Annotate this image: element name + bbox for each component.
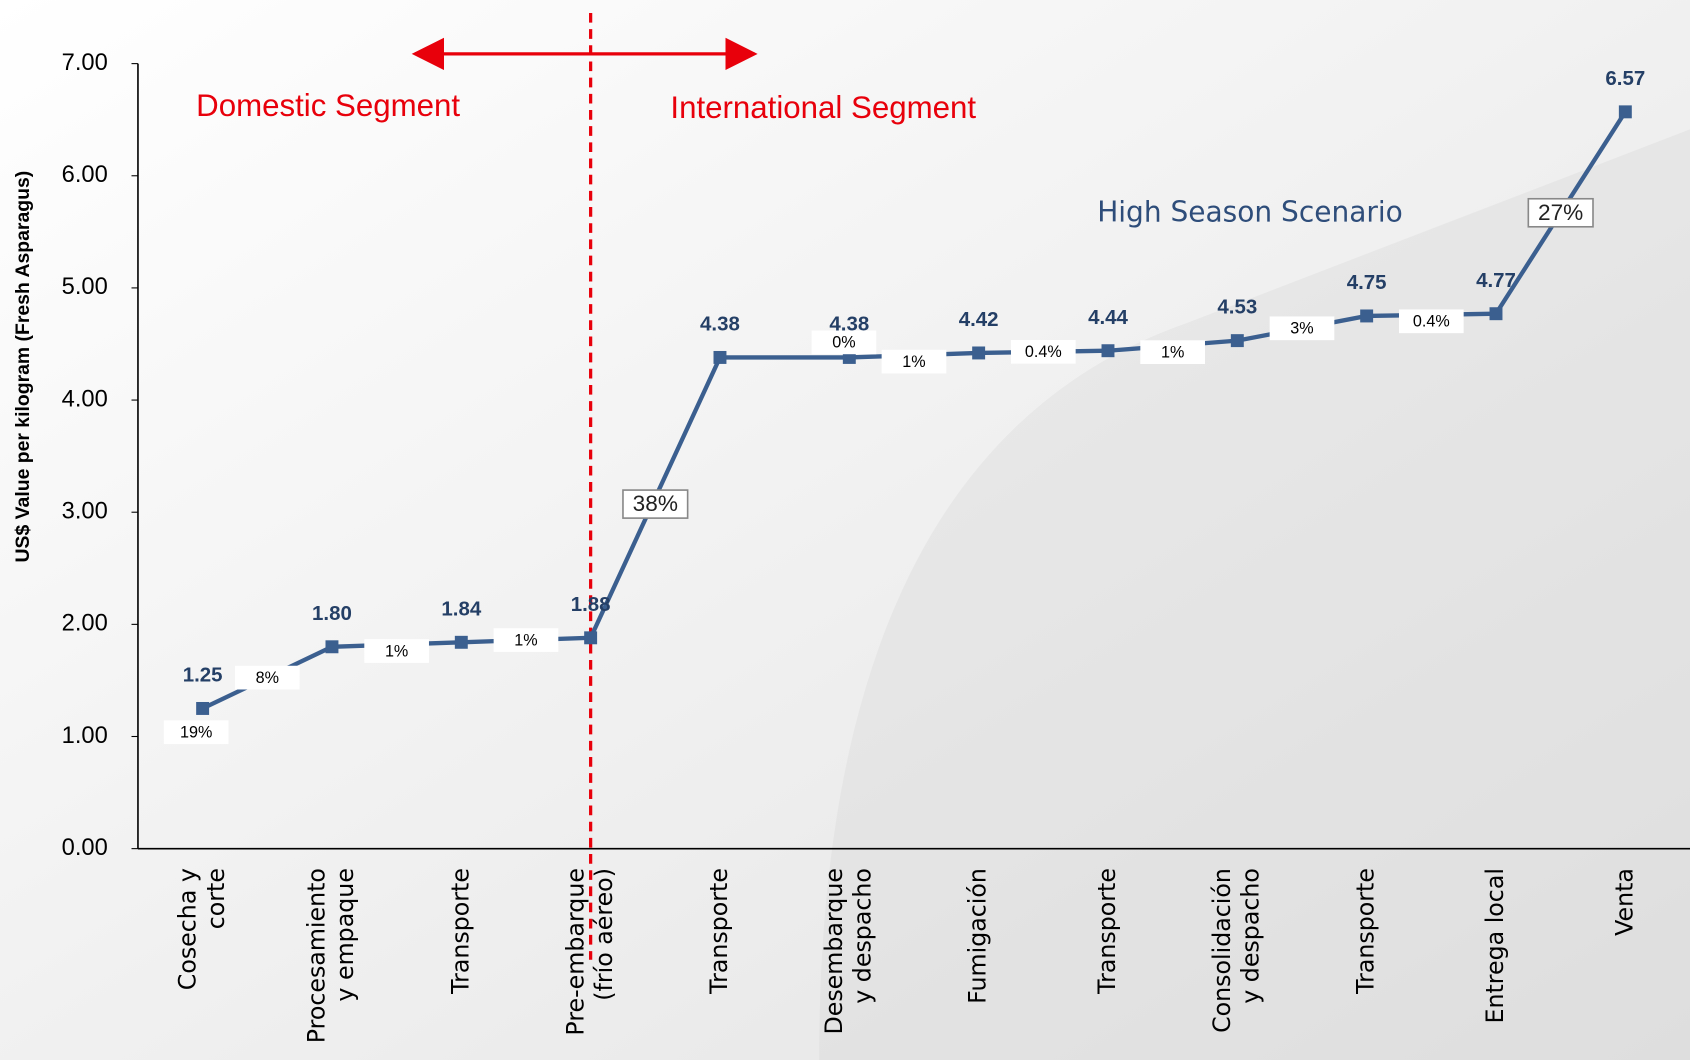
y-tick-label: 6.00 <box>62 162 108 188</box>
value-label: 4.44 <box>1088 306 1128 329</box>
point-marker <box>1360 309 1374 323</box>
x-tick-label: Fumigación <box>963 868 991 1004</box>
share-label: 0% <box>832 334 855 352</box>
x-tick-label: Transporte <box>704 868 732 995</box>
y-tick-label: 2.00 <box>62 611 108 637</box>
share-box <box>622 489 689 519</box>
point-marker <box>1101 344 1115 358</box>
share-box <box>1398 309 1464 334</box>
domestic-label: Domestic Segment <box>196 88 460 123</box>
share-label: 1% <box>902 353 925 371</box>
value-label: 1.25 <box>183 664 223 687</box>
international-label: International Segment <box>670 90 976 125</box>
x-tick-label: Transporte <box>1351 868 1379 995</box>
share-box <box>163 720 229 745</box>
share-box <box>811 330 877 355</box>
x-tick-label: Cosecha ycorte <box>173 868 229 990</box>
y-tick-label: 0.00 <box>62 835 108 861</box>
share-label: 27% <box>1538 200 1583 225</box>
point-marker <box>1230 334 1244 348</box>
value-label: 1.88 <box>571 593 611 616</box>
value-label: 4.77 <box>1476 269 1516 292</box>
share-box <box>493 628 559 652</box>
value-label: 4.53 <box>1217 296 1257 319</box>
share-label: 19% <box>180 724 212 742</box>
value-label: 1.84 <box>441 597 481 620</box>
x-tick-label: Venta <box>1610 868 1638 936</box>
y-tick-label: 1.00 <box>62 723 108 749</box>
point-marker <box>1618 105 1632 119</box>
x-tick-label: Consolidacióny despacho <box>1208 868 1264 1033</box>
share-box <box>1269 316 1335 341</box>
value-label: 1.80 <box>312 602 352 625</box>
point-marker <box>1489 307 1503 321</box>
scenario-label: High Season Scenario <box>1097 196 1403 229</box>
point-marker <box>584 631 598 645</box>
point-marker <box>196 701 210 715</box>
share-label: 3% <box>1290 320 1313 338</box>
x-tick-label: Transporte <box>446 868 474 995</box>
point-marker <box>972 346 986 360</box>
point-marker <box>325 640 339 654</box>
point-marker <box>454 635 468 649</box>
value-label: 6.57 <box>1605 67 1645 90</box>
share-box <box>1527 197 1594 228</box>
share-box <box>364 639 429 663</box>
y-tick-label: 7.00 <box>62 50 108 76</box>
share-box <box>1010 339 1076 364</box>
background-shape <box>819 129 1690 1060</box>
x-tick-label: Entrega local <box>1480 868 1508 1023</box>
value-label: 4.75 <box>1347 271 1387 294</box>
share-box <box>881 349 947 374</box>
y-tick-label: 5.00 <box>62 274 108 300</box>
share-label: 1% <box>514 631 537 649</box>
value-label: 4.42 <box>959 308 999 331</box>
x-tick-label: Transporte <box>1092 868 1120 995</box>
x-tick-label: Desembarquey despacho <box>820 868 876 1034</box>
x-tick-label: Procesamientoy empaque <box>302 868 358 1043</box>
y-axis-label: US$ Value per kilogram (Fresh Asparagus) <box>12 171 34 563</box>
share-label: 1% <box>385 642 408 660</box>
share-box <box>1140 340 1205 365</box>
value-label: 4.38 <box>700 312 740 335</box>
value-label: 4.38 <box>829 312 869 335</box>
share-box <box>234 665 300 690</box>
y-tick-label: 3.00 <box>62 498 108 524</box>
share-label: 1% <box>1161 343 1184 361</box>
x-tick-label: Pre-embarque(frío aéreo) <box>561 868 617 1036</box>
y-tick-label: 4.00 <box>62 386 108 412</box>
share-label: 38% <box>633 491 678 516</box>
share-label: 0.4% <box>1413 313 1450 331</box>
share-label: 0.4% <box>1025 343 1062 361</box>
share-label: 8% <box>256 669 279 687</box>
point-marker <box>713 350 727 364</box>
